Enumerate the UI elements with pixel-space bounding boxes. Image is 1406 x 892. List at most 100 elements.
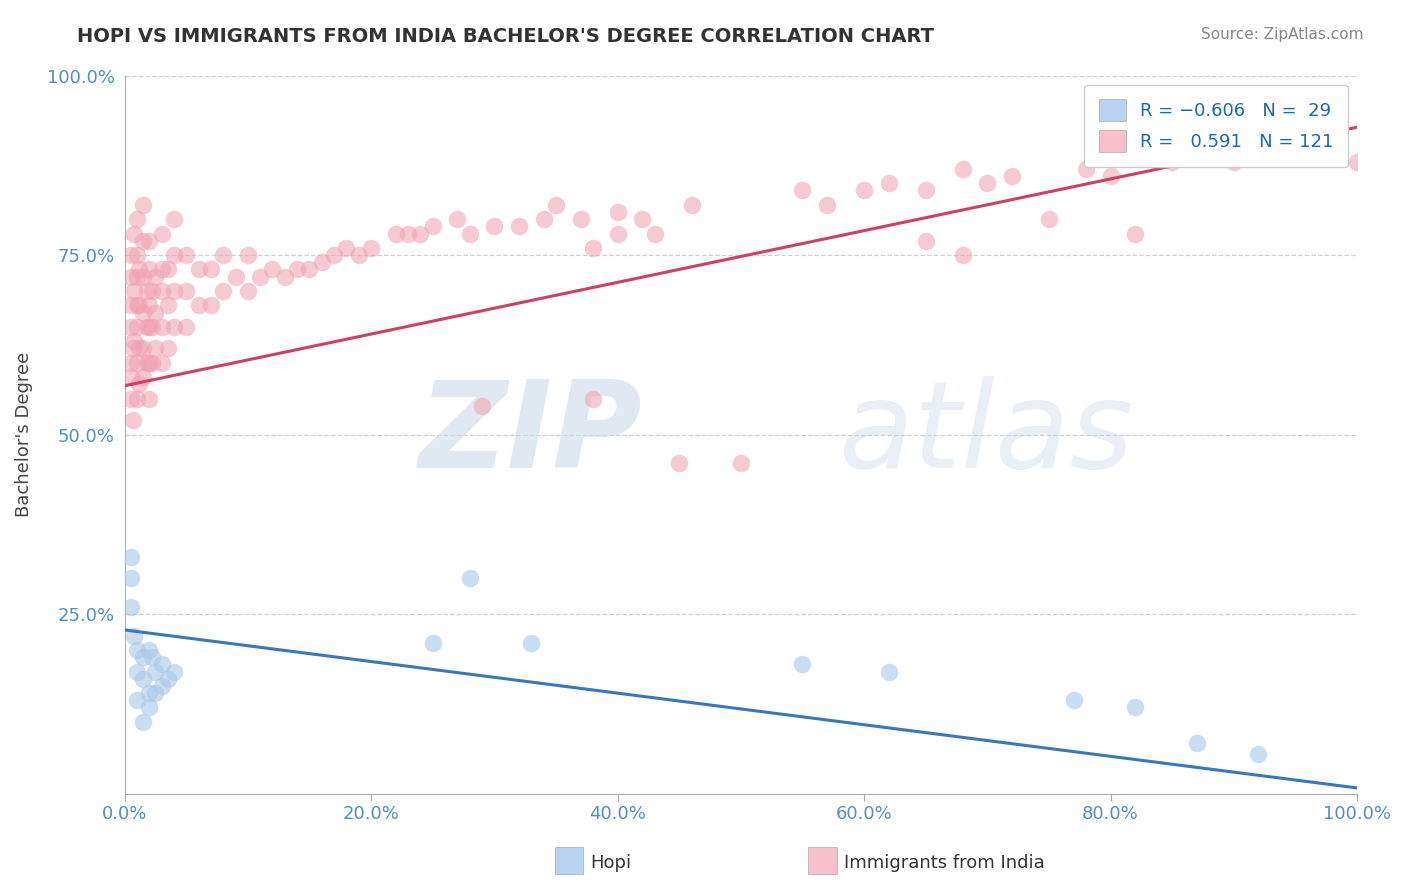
Point	[163, 319, 186, 334]
Point	[285, 262, 308, 277]
Point	[1074, 161, 1097, 176]
Point	[138, 262, 160, 277]
Point	[1001, 169, 1024, 183]
Point	[1099, 169, 1122, 183]
Point	[1247, 140, 1270, 154]
Point	[125, 693, 148, 707]
Point	[1063, 693, 1085, 707]
Point	[730, 456, 752, 470]
Point	[120, 571, 142, 585]
Point	[120, 269, 142, 284]
Point	[200, 262, 222, 277]
Text: Source: ZipAtlas.com: Source: ZipAtlas.com	[1201, 27, 1364, 42]
Point	[156, 342, 179, 356]
Point	[298, 262, 321, 277]
Point	[125, 212, 148, 227]
Point	[138, 319, 160, 334]
Point	[132, 342, 155, 356]
Point	[145, 686, 167, 700]
Text: atlas: atlas	[839, 376, 1135, 493]
Point	[120, 599, 142, 614]
Point	[132, 672, 155, 686]
Point	[132, 234, 155, 248]
Point	[815, 198, 838, 212]
Point	[125, 269, 148, 284]
Legend: R = −0.606   N =  29, R =   0.591   N = 121: R = −0.606 N = 29, R = 0.591 N = 121	[1084, 85, 1348, 167]
Point	[187, 298, 209, 312]
Point	[187, 262, 209, 277]
Point	[976, 176, 998, 190]
Point	[212, 248, 235, 262]
Point	[458, 227, 481, 241]
Point	[1198, 140, 1220, 154]
Point	[569, 212, 592, 227]
Point	[249, 269, 271, 284]
Point	[174, 248, 197, 262]
Point	[150, 284, 173, 298]
Point	[141, 650, 163, 665]
Point	[145, 342, 167, 356]
Text: HOPI VS IMMIGRANTS FROM INDIA BACHELOR'S DEGREE CORRELATION CHART: HOPI VS IMMIGRANTS FROM INDIA BACHELOR'S…	[77, 27, 935, 45]
Point	[163, 284, 186, 298]
Point	[128, 342, 150, 356]
Point	[681, 198, 703, 212]
Point	[145, 269, 167, 284]
Point	[1123, 700, 1146, 714]
Point	[135, 356, 157, 370]
Point	[124, 284, 146, 298]
Point	[145, 305, 167, 319]
Point	[145, 665, 167, 679]
Point	[212, 284, 235, 298]
Point	[150, 227, 173, 241]
Point	[225, 269, 247, 284]
Point	[1309, 133, 1331, 147]
Point	[128, 262, 150, 277]
Point	[323, 248, 346, 262]
Point	[1161, 154, 1184, 169]
Point	[236, 284, 259, 298]
Point	[1222, 154, 1244, 169]
Point	[138, 392, 160, 406]
Point	[952, 248, 974, 262]
Point	[877, 176, 900, 190]
Point	[122, 342, 145, 356]
Point	[582, 392, 605, 406]
Point	[508, 219, 530, 234]
Point	[200, 298, 222, 312]
Point	[141, 284, 163, 298]
Point	[471, 399, 494, 413]
Point	[124, 629, 146, 643]
Point	[125, 356, 148, 370]
Point	[877, 665, 900, 679]
Point	[120, 298, 142, 312]
Point	[262, 262, 284, 277]
Point	[138, 234, 160, 248]
Point	[128, 377, 150, 392]
Text: Immigrants from India: Immigrants from India	[844, 854, 1045, 871]
Point	[422, 219, 444, 234]
Point	[138, 686, 160, 700]
Point	[1185, 736, 1208, 750]
Point	[174, 284, 197, 298]
Text: Hopi: Hopi	[591, 854, 631, 871]
Point	[458, 571, 481, 585]
Point	[150, 262, 173, 277]
Point	[174, 319, 197, 334]
Point	[422, 636, 444, 650]
Point	[125, 665, 148, 679]
Point	[125, 298, 148, 312]
Point	[120, 370, 142, 384]
Point	[135, 284, 157, 298]
Point	[125, 248, 148, 262]
Point	[606, 227, 628, 241]
Point	[484, 219, 506, 234]
Point	[156, 262, 179, 277]
Point	[150, 657, 173, 672]
Point	[446, 212, 468, 227]
Point	[150, 679, 173, 693]
Point	[125, 319, 148, 334]
Point	[122, 413, 145, 427]
Point	[132, 714, 155, 729]
Point	[631, 212, 654, 227]
Point	[163, 665, 186, 679]
